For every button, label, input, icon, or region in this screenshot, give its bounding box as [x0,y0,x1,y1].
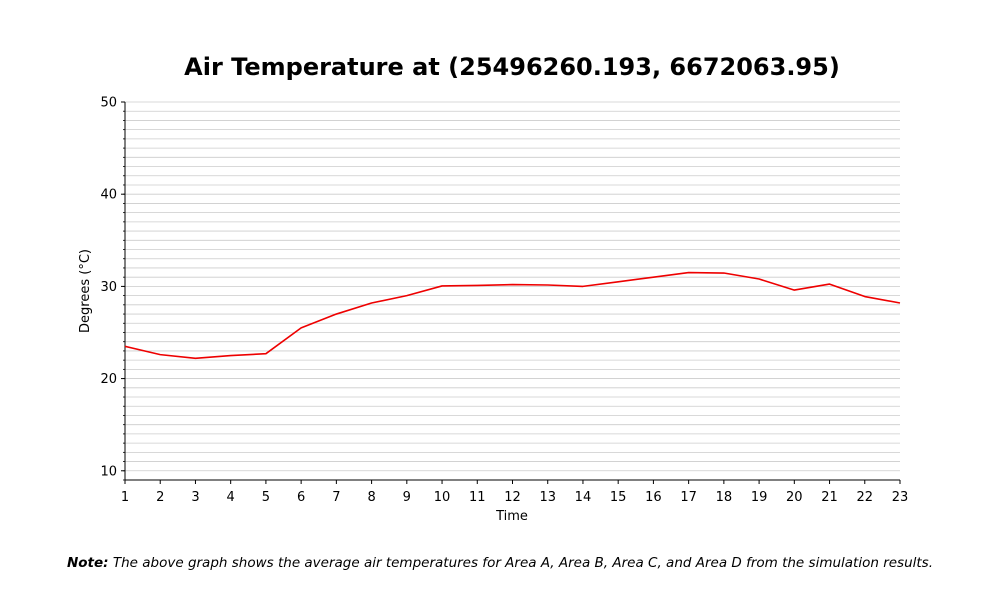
x-tick-label: 5 [262,490,270,505]
x-tick-label: 20 [786,490,803,505]
x-tick-label: 8 [367,490,375,505]
y-tick-label: 10 [100,464,117,479]
x-tick-label: 2 [156,490,164,505]
x-tick-label: 21 [821,490,838,505]
x-tick-label: 13 [539,490,556,505]
x-tick-label: 15 [610,490,627,505]
x-tick-label: 12 [504,490,521,505]
y-tick-label: 50 [100,96,117,111]
series-layer [124,271,901,360]
x-tick-label: 16 [645,490,662,505]
x-tick-label: 9 [403,490,411,505]
y-tick-label: 30 [100,280,117,295]
x-tick-label: 22 [856,490,873,505]
grid-layer [125,101,900,481]
x-tick-label: 18 [716,490,733,505]
x-tick-label: 19 [751,490,768,505]
x-tick-label: 3 [191,490,199,505]
x-tick-label: 7 [332,490,340,505]
x-tick-label: 6 [297,490,305,505]
x-tick-label: 10 [434,490,451,505]
chart-title: Air Temperature at (25496260.193, 667206… [184,53,840,81]
y-axis-label: Degrees (°C) [78,249,93,333]
y-tick-label: 20 [100,372,117,387]
x-tick-label: 14 [575,490,592,505]
x-tick-label: 23 [892,490,909,505]
y-tick-label: 40 [100,188,117,203]
x-axis-label: Time [495,509,528,524]
x-tick-label: 1 [121,490,129,505]
series-line [124,271,901,360]
note-text: The above graph shows the average air te… [108,555,934,571]
chart-note: Note: The above graph shows the average … [0,555,1000,571]
x-tick-label: 11 [469,490,486,505]
note-label: Note: [66,555,109,571]
x-tick-label: 4 [227,490,235,505]
x-tick-label: 17 [680,490,697,505]
